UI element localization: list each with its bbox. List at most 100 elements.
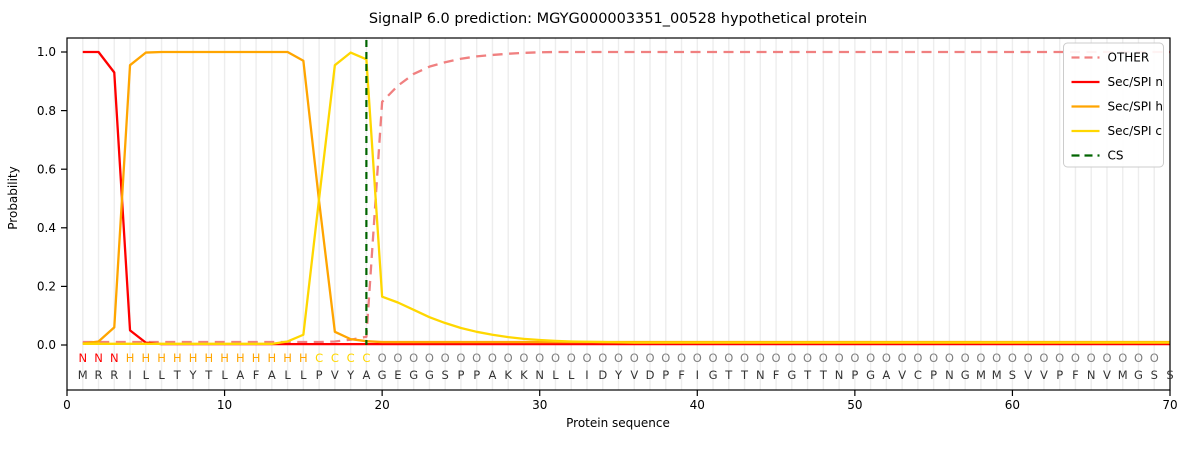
region-label-letter: O [630,351,639,365]
sequence-letter: G [378,368,387,382]
x-tick-label: 0 [63,398,71,412]
sequence-letter: L [284,368,291,382]
sequence-letter: L [158,368,165,382]
sequence-letter: S [1009,368,1016,382]
sequence-letter: G [409,368,418,382]
sequence-letter: P [316,368,323,382]
sequence-letter: Y [346,368,355,382]
sequence-letter: G [709,368,718,382]
region-label-letter: H [268,351,277,365]
sequence-letter: V [1103,368,1111,382]
region-label-letter: H [204,351,213,365]
sequence-letter: T [204,368,213,382]
region-label-letter: O [850,351,859,365]
sequence-letter: F [773,368,780,382]
legend-box: OTHER Sec/SPI n Sec/SPI h Sec/SPI c CS [1063,42,1164,168]
sequence-letter: V [331,368,339,382]
sequence-letter: F [678,368,685,382]
sequence-letter: M [78,368,88,382]
region-label-letter: O [567,351,576,365]
region-label-letter: O [772,351,781,365]
region-label-letter: O [1087,351,1096,365]
region-label-letter: O [488,351,497,365]
region-label-letter: O [992,351,1001,365]
sequence-letter: C [914,368,922,382]
sequence-letter: L [143,368,150,382]
region-label-letter: O [614,351,623,365]
sequence-letter: P [930,368,937,382]
sequence-letter: S [1166,368,1173,382]
region-label-letter: N [94,351,103,365]
region-label-letter: O [1134,351,1143,365]
sequence-letter: A [489,368,497,382]
sequence-letter: P [1056,368,1063,382]
sequence-letter: E [394,368,401,382]
region-label-letter: O [929,351,938,365]
region-label-letter: H [157,351,166,365]
region-label-letter: O [677,351,686,365]
sequence-letter: N [945,368,954,382]
region-label-letter: O [661,351,670,365]
region-label-letter: H [299,351,308,365]
region-label-letter: O [472,351,481,365]
region-label-letter: O [456,351,465,365]
sequence-letter: I [585,368,588,382]
sequence-letter: K [520,368,528,382]
region-label-letter: O [645,351,654,365]
region-label-letter: C [315,351,323,365]
sequence-letter: A [882,368,890,382]
x-tick-label: 10 [217,398,232,412]
y-axis-label: Probability [6,166,20,229]
y-tick-label: 0.2 [37,280,56,294]
sequence-letter: N [535,368,544,382]
sequence-letter: G [1134,368,1143,382]
x-tick-label: 40 [690,398,705,412]
sequence-letter: Y [189,368,198,382]
region-label-letter: O [835,351,844,365]
sequence-letter: K [504,368,512,382]
sequence-letter: S [442,368,449,382]
gridlines [82,38,1171,390]
region-label-letter: O [866,351,875,365]
region-label-letter: O [1024,351,1033,365]
region-label-letter: O [882,351,891,365]
sequence-letter: F [253,368,260,382]
x-tick-label: 20 [375,398,390,412]
region-label-letter: O [803,351,812,365]
region-label-letter: O [425,351,434,365]
sequence-letter: I [696,368,699,382]
region-label-letter: O [709,351,718,365]
region-label-letter: O [519,351,528,365]
x-tick-label: 50 [847,398,862,412]
region-label-letter: O [1150,351,1159,365]
sequence-letter: P [473,368,480,382]
sequence-letter: D [646,368,655,382]
series-line-other [82,50,1170,344]
x-tick-label: 70 [1162,398,1177,412]
region-label-letter: H [189,351,198,365]
region-label-letter: O [898,351,907,365]
y-tick-label: 0.6 [37,162,56,176]
sequence-letter: V [1024,368,1032,382]
region-label-letter: O [976,351,985,365]
region-label-letter: O [819,351,828,365]
region-label-letter: N [110,351,119,365]
region-label-letter: O [1102,351,1111,365]
sequence-letter: D [598,368,607,382]
sequence-letter: A [362,368,370,382]
chart-title: SignalP 6.0 prediction: MGYG000003351_00… [369,11,867,27]
sequence-letter: T [740,368,749,382]
region-label-letter: H [283,351,292,365]
series-lines [82,50,1170,346]
region-label-letter: H [141,351,150,365]
sequence-letter: I [128,368,131,382]
sequence-letter: F [1072,368,1079,382]
region-label-letter: O [724,351,733,365]
sequence-letter: N [756,368,765,382]
region-label-letter: H [236,351,245,365]
legend-label-sec-spi-n: Sec/SPI n [1108,75,1163,89]
sequence-letter: P [662,368,669,382]
